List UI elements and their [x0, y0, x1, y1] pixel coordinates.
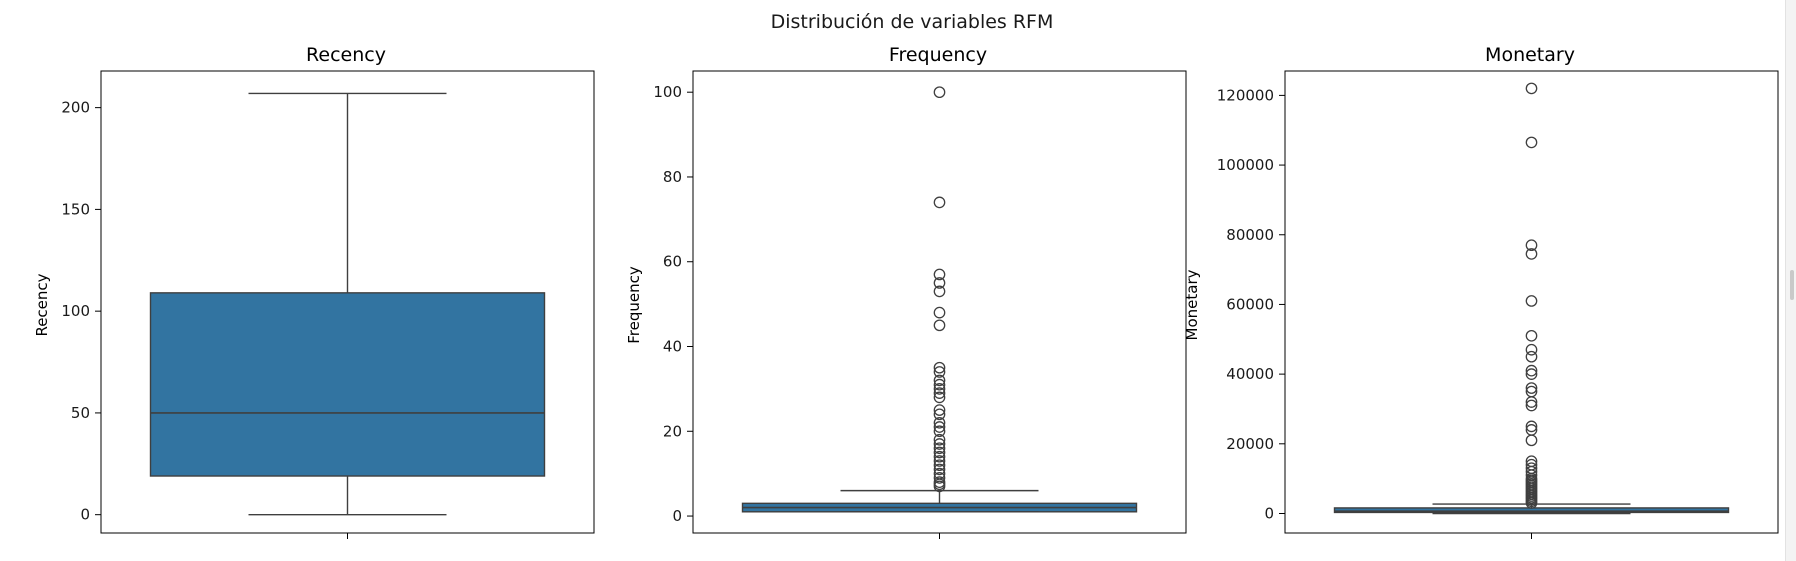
frequency-outlier-point [933, 374, 946, 387]
frequency-outlier-point [933, 306, 946, 319]
monetary-outlier-point [1525, 434, 1538, 447]
monetary-panel-title: Monetary [1485, 44, 1575, 66]
vertical-scrollbar[interactable] [1785, 0, 1796, 561]
frequency-outlier-point [933, 433, 946, 446]
frequency-outlier-point [933, 442, 946, 455]
frequency-outlier-point [933, 467, 946, 480]
monetary-outlier-point [1525, 458, 1538, 471]
monetary-outlier-point [1525, 82, 1538, 95]
monetary-outlier-point [1525, 368, 1538, 380]
recency-y-tick-label: 150 [61, 200, 90, 218]
frequency-outlier-point [933, 86, 946, 99]
figure-title: Distribución de variables RFM [771, 11, 1054, 33]
scrollbar-thumb[interactable] [1790, 270, 1794, 300]
recency-panel: Recency Recency 0 50 100 150 200 [33, 44, 595, 539]
frequency-outlier-point [933, 285, 946, 298]
monetary-panel: Monetary Monetary 0 20000 40000 60000 80000 1… [1183, 44, 1779, 539]
recency-y-tick-label: 50 [71, 404, 90, 422]
frequency-y-tick-label: 60 [663, 253, 682, 271]
monetary-y-tick-label: 0 [1264, 504, 1274, 522]
frequency-outlier-point [933, 455, 946, 467]
monetary-outlier-point [1525, 385, 1538, 398]
monetary-y-axis-label: Monetary [1183, 269, 1201, 340]
frequency-y-tick-label: 80 [663, 168, 682, 186]
frequency-outlier-point [933, 383, 946, 395]
frequency-y-tick-label: 100 [653, 83, 682, 101]
monetary-axes-frame [1284, 70, 1779, 534]
recency-y-tick-label: 100 [61, 302, 90, 320]
recency-y-tick-label: 0 [80, 506, 90, 524]
recency-axes-frame [100, 70, 595, 534]
frequency-outlier-point [933, 404, 946, 416]
frequency-axes-frame [692, 70, 1187, 534]
monetary-y-tick-label: 120000 [1217, 86, 1274, 104]
monetary-outlier-point [1525, 364, 1538, 377]
frequency-outlier-point [933, 438, 946, 450]
recency-y-axis-label: Recency [33, 273, 51, 336]
monetary-y-tick-label: 100000 [1217, 156, 1274, 174]
monetary-outlier-point [1525, 136, 1538, 149]
monetary-y-tick-label: 80000 [1226, 226, 1274, 244]
monetary-outlier-point [1525, 239, 1538, 252]
frequency-panel: Frequency Frequency 0 20 40 60 80 100 [625, 44, 1187, 539]
frequency-outlier-point [933, 416, 946, 429]
frequency-outlier-point [933, 387, 946, 399]
frequency-outlier-point [933, 408, 946, 421]
frequency-outlier-point [933, 463, 946, 476]
recency-panel-title: Recency [306, 44, 386, 66]
frequency-y-tick-label: 40 [663, 338, 682, 356]
frequency-outlier-point [933, 366, 946, 378]
monetary-y-tick-label: 60000 [1226, 295, 1274, 313]
monetary-outlier-point [1525, 455, 1538, 468]
recency-box [149, 292, 546, 477]
monetary-outlier-point [1525, 420, 1538, 433]
frequency-outlier-point [933, 472, 946, 484]
frequency-outlier-point [933, 425, 946, 438]
monetary-outlier-point [1525, 462, 1538, 475]
recency-y-tick-label: 200 [61, 99, 90, 117]
frequency-panel-title: Frequency [889, 44, 987, 66]
frequency-y-axis-label: Frequency [625, 266, 643, 344]
monetary-outlier-point [1525, 382, 1538, 394]
frequency-outlier-point [933, 268, 946, 281]
frequency-outlier-point [933, 450, 946, 463]
monetary-outlier-point [1525, 295, 1538, 307]
monetary-outlier-point [1525, 248, 1538, 260]
frequency-y-tick-label: 20 [663, 422, 682, 440]
frequency-outlier-point [933, 476, 946, 488]
frequency-outlier-point [933, 446, 946, 459]
monetary-outlier-point [1525, 343, 1538, 356]
frequency-outlier-point [933, 277, 946, 289]
monetary-outlier-point [1525, 329, 1538, 342]
frequency-outlier-point [933, 459, 946, 472]
frequency-outlier-point [933, 421, 946, 433]
frequency-outlier-point [933, 319, 946, 332]
monetary-y-tick-label: 20000 [1226, 435, 1274, 453]
frequency-outlier-point [933, 391, 946, 404]
monetary-outlier-point [1525, 399, 1538, 412]
monetary-y-tick-label: 40000 [1226, 365, 1274, 383]
frequency-outlier-point [933, 361, 946, 374]
monetary-outlier-point [1525, 424, 1538, 436]
frequency-outlier-point [933, 196, 946, 209]
frequency-outlier-point [933, 378, 946, 391]
monetary-outlier-point [1525, 350, 1538, 363]
frequency-y-tick-label: 0 [672, 507, 682, 525]
